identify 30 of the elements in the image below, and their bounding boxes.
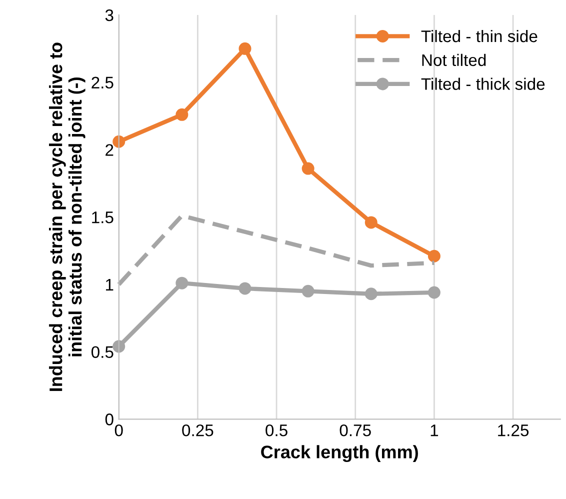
x-tick-label: 0.5 xyxy=(266,424,288,436)
x-tick-label: 1.25 xyxy=(498,424,529,436)
legend-label: Tilted - thick side xyxy=(421,78,545,90)
point xyxy=(302,162,314,175)
point xyxy=(364,288,378,300)
y-tick-label: 3 xyxy=(105,9,114,22)
y-tick-label: 0 xyxy=(105,414,114,426)
x-axis-title: Crack length (mm) xyxy=(261,445,418,462)
point xyxy=(112,135,126,148)
y-tick-label: 2 xyxy=(106,144,114,156)
x-tick-label: 0.25 xyxy=(182,424,214,436)
point xyxy=(428,250,440,262)
point xyxy=(364,216,378,229)
legend-label: Tilted - thin side xyxy=(421,30,538,42)
y-tick-label: 2.5 xyxy=(92,76,114,89)
point xyxy=(112,340,126,353)
y-tick-label: 0.5 xyxy=(91,346,114,358)
point xyxy=(428,286,440,299)
point xyxy=(302,284,314,298)
y-tick-label: 1.5 xyxy=(92,212,114,224)
point xyxy=(238,42,252,55)
x-tick-label: 0 xyxy=(114,424,123,436)
legend-label: Not tilted xyxy=(422,54,486,66)
point xyxy=(238,282,252,295)
x-tick-label: 1 xyxy=(430,424,438,436)
y-axis-title: Induced creep strain per cycle relative to initial status of non-tilted joint (-) xyxy=(48,42,86,391)
point xyxy=(176,108,188,121)
y-tick-label: 1 xyxy=(106,279,114,290)
point xyxy=(176,276,188,290)
x-tick-label: 0.75 xyxy=(340,424,371,436)
